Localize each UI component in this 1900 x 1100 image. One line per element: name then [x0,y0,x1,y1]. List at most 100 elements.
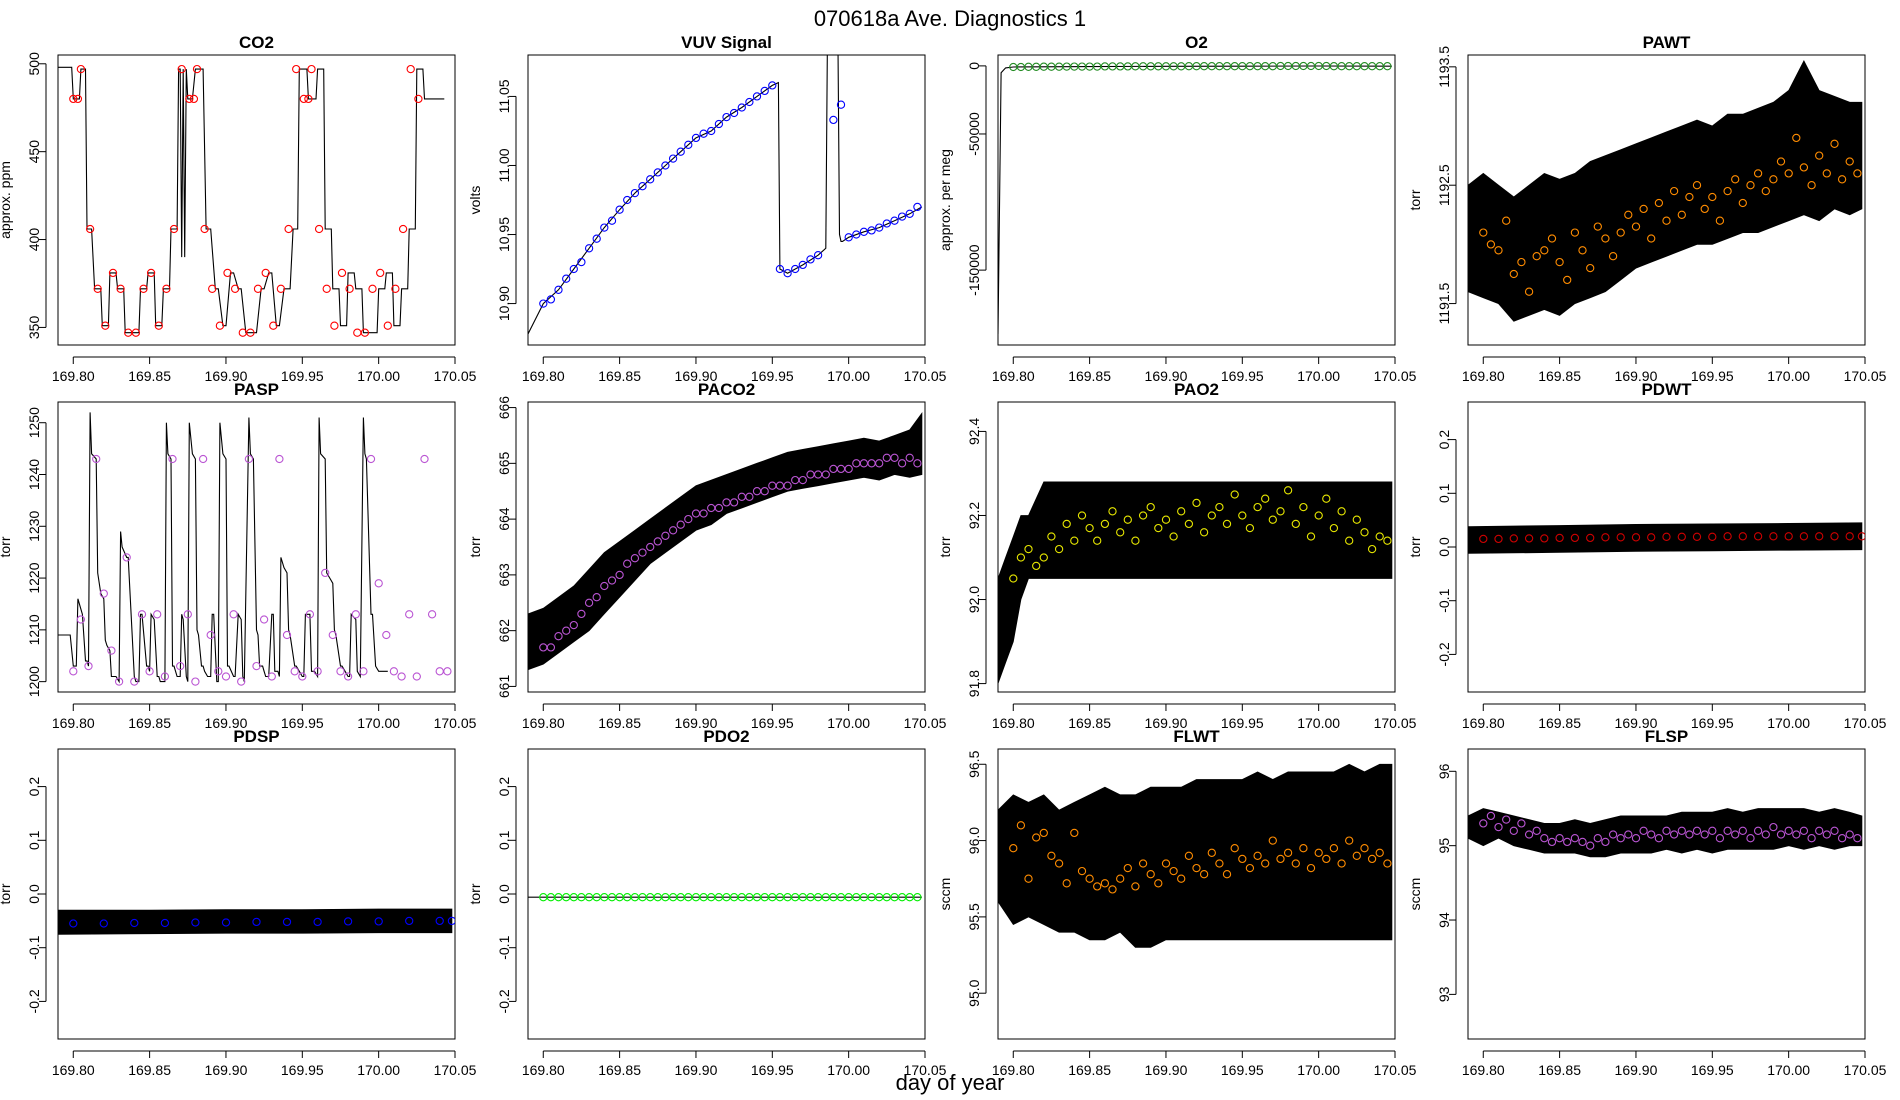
data-point [584,244,594,253]
data-point [691,133,701,143]
signal-trace [58,412,388,684]
data-point [1062,519,1071,529]
signal-band [1468,522,1863,554]
data-point [1207,848,1216,857]
data-point [1138,511,1148,520]
data-point [1337,507,1346,516]
data-point [351,610,360,619]
data-point [1077,866,1087,876]
data-point [1108,507,1117,516]
data-point [1715,834,1725,843]
data-layer [998,61,1392,335]
data-point [230,284,240,293]
data-point [623,559,632,568]
panel-title: PDSP [233,727,279,746]
data-point [836,100,846,109]
data-point [191,918,200,927]
data-point [382,630,391,640]
data-point [592,234,601,243]
data-point [1184,851,1194,860]
data-point [1177,874,1186,883]
x-tick-label: 169.85 [128,368,171,384]
data-point [905,453,914,462]
x-tick-label: 169.85 [598,368,641,384]
data-point [1616,533,1625,542]
data-point [69,94,78,104]
data-point [1677,210,1686,219]
x-tick-label: 169.80 [1462,368,1505,384]
data-point [615,205,624,214]
data-point [1593,222,1602,231]
panel-title: PAWT [1643,33,1691,52]
data-point [562,626,571,635]
data-point [221,918,231,927]
data-point [397,672,406,681]
data-point [1608,252,1618,261]
data-layer [58,64,445,337]
data-point [760,487,769,496]
data-point [1753,532,1763,541]
x-tick-label: 169.80 [52,715,95,731]
data-point [412,672,421,681]
data-point [298,672,307,681]
data-point [1792,830,1801,839]
data-point [259,615,269,624]
data-point [897,459,907,468]
data-point [1161,859,1171,868]
data-point [1123,863,1132,873]
data-point [554,285,563,294]
data-point [1792,133,1801,143]
data-point [1268,836,1277,845]
data-point [600,223,609,232]
data-point [1761,830,1770,839]
data-point [913,459,922,468]
plot-frame [997,401,1396,693]
data-point [1738,826,1747,835]
y-tick-label: -0.1 [496,935,512,959]
x-tick-label: 169.80 [522,715,565,731]
y-tick-label: 96 [1436,763,1452,779]
panel-flwt: FLWT sccm 169.80 169.85 169.90 169.95 170.00 17… [937,727,1417,1078]
data-point [584,598,594,607]
data-point [1837,175,1847,184]
x-tick-label: 169.85 [1068,1062,1111,1078]
data-point [1009,574,1018,583]
data-point [668,526,678,535]
data-point [336,667,345,676]
data-point [1222,870,1232,879]
data-point [1230,844,1239,853]
data-point [1116,874,1125,883]
data-point [1677,532,1686,541]
data-point [699,129,708,138]
data-point [252,661,261,671]
data-point [447,916,455,926]
x-tick-label: 169.95 [1691,1062,1734,1078]
data-point [1700,204,1709,214]
data-point [1253,851,1262,860]
y-axis-label: torr [937,536,953,557]
data-point [1024,544,1033,554]
data-point [92,454,101,464]
data-point [760,86,769,96]
data-point [1154,523,1163,533]
panel-title: VUV Signal [681,33,772,52]
data-point [69,919,78,928]
data-point [1685,830,1694,839]
data-layer [528,411,923,671]
data-point [1853,834,1862,843]
y-tick-label: 1240 [26,459,42,490]
data-point [829,115,838,125]
data-point [1723,186,1732,196]
x-tick-label: 170.00 [1297,368,1340,384]
x-tick-label: 169.90 [205,715,248,731]
panel-title: PDO2 [703,727,749,746]
panel-title: PAO2 [1174,380,1219,399]
data-point [638,548,647,557]
data-point [676,147,685,156]
data-point [183,610,192,619]
data-point [237,677,246,686]
data-point [1352,515,1361,524]
data-point [305,610,315,619]
data-point [1547,234,1557,243]
data-point [1784,532,1793,541]
